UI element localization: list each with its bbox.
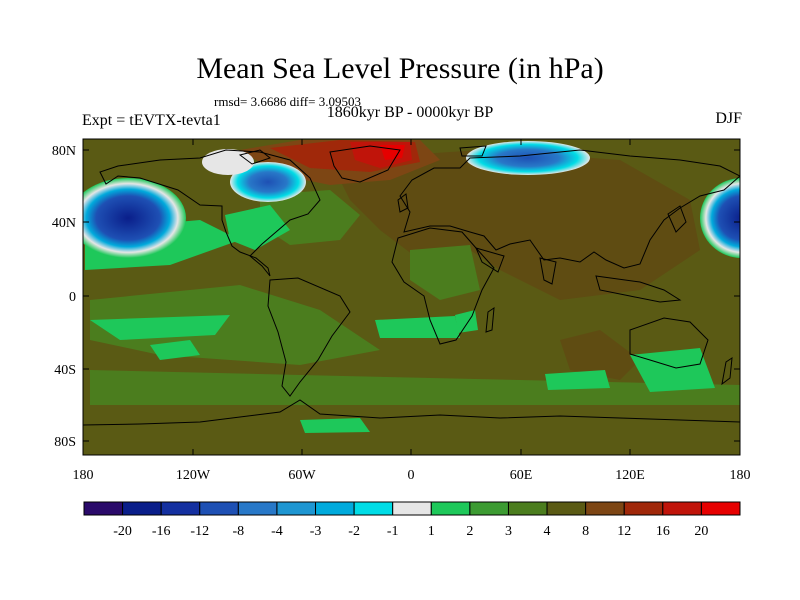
colorbar-swatch-12 xyxy=(546,501,587,516)
rmsd-diff-stats: rmsd= 3.6686 diff= 3.09503 xyxy=(214,94,361,109)
north-pacific-low-east xyxy=(700,178,740,258)
colorbar-label-7: -1 xyxy=(387,524,399,539)
colorbar-swatch-6 xyxy=(315,501,355,516)
colorbar-label-0: -20 xyxy=(113,524,132,539)
lat-label-40s: 40S xyxy=(54,363,76,378)
colorbar-swatch-11 xyxy=(507,501,548,516)
colorbar-swatch-2 xyxy=(160,501,201,516)
colorbar-label-4: -4 xyxy=(271,524,283,539)
lat-label-0: 0 xyxy=(69,290,76,305)
colorbar-label-13: 12 xyxy=(617,524,631,539)
colorbar-label-8: 1 xyxy=(428,524,435,539)
lon-label-60e: 60E xyxy=(510,468,533,483)
period-label: 1860kyr BP - 0000kyr BP xyxy=(326,104,494,121)
map-title: Mean Sea Level Pressure (in hPa) xyxy=(196,52,604,85)
lon-label-180e: 180 xyxy=(730,468,751,483)
colorbar-label-3: -8 xyxy=(233,524,245,539)
pressure-field xyxy=(83,139,740,455)
colorbar: -20 -16 -12 -8 -4 -3 -2 -1 1 2 3 4 8 12 16 20 xyxy=(83,501,741,539)
lat-label-40n: 40N xyxy=(52,216,76,231)
colorbar-label-10: 3 xyxy=(505,524,512,539)
colorbar-label-11: 4 xyxy=(544,524,551,539)
season-label: DJF xyxy=(715,110,742,127)
siberia-low xyxy=(466,141,590,175)
colorbar-label-2: -12 xyxy=(190,524,209,539)
lon-label-60w: 60W xyxy=(288,468,316,483)
colorbar-swatch-14 xyxy=(623,501,664,516)
experiment-label: Expt = tEVTX-tevta1 xyxy=(82,112,221,129)
colorbar-swatch-9 xyxy=(430,501,471,516)
lat-axis xyxy=(83,149,740,442)
colorbar-label-12: 8 xyxy=(582,524,589,539)
lat-labels: 80N 40N 0 40S 80S xyxy=(52,144,76,450)
colorbar-swatch-15 xyxy=(662,501,702,516)
lon-label-0: 0 xyxy=(408,468,415,483)
lon-label-120e: 120E xyxy=(615,468,645,483)
colorbar-label-14: 16 xyxy=(656,524,670,539)
arctic-canada-patch xyxy=(202,149,254,175)
colorbar-swatch-3 xyxy=(199,501,239,516)
colorbar-swatch-0 xyxy=(83,501,124,516)
colorbar-swatch-1 xyxy=(122,501,162,516)
coastlines xyxy=(83,145,740,426)
colorbar-label-1: -16 xyxy=(152,524,171,539)
colorbar-label-5: -3 xyxy=(310,524,322,539)
colorbar-swatch-13 xyxy=(585,501,625,516)
north-pacific-low-west xyxy=(83,178,186,258)
colorbar-swatch-10 xyxy=(469,501,509,516)
north-america-low xyxy=(230,162,306,202)
colorbar-label-15: 20 xyxy=(694,524,708,539)
colorbar-label-9: 2 xyxy=(466,524,473,539)
lat-label-80s: 80S xyxy=(54,435,76,450)
lon-axis xyxy=(82,139,741,455)
colorbar-swatch-4 xyxy=(237,501,278,516)
lon-label-180w: 180 xyxy=(73,468,94,483)
colorbar-swatch-5 xyxy=(276,501,317,516)
lon-labels: 180 120W 60W 0 60E 120E 180 xyxy=(73,468,751,483)
lat-label-80n: 80N xyxy=(52,144,76,159)
colorbar-swatch-7 xyxy=(353,501,394,516)
colorbar-swatch-8 xyxy=(392,501,432,516)
land-tint xyxy=(330,150,700,380)
colorbar-swatch-16 xyxy=(700,501,741,516)
colorbar-label-6: -2 xyxy=(348,524,360,539)
lon-label-120w: 120W xyxy=(176,468,211,483)
